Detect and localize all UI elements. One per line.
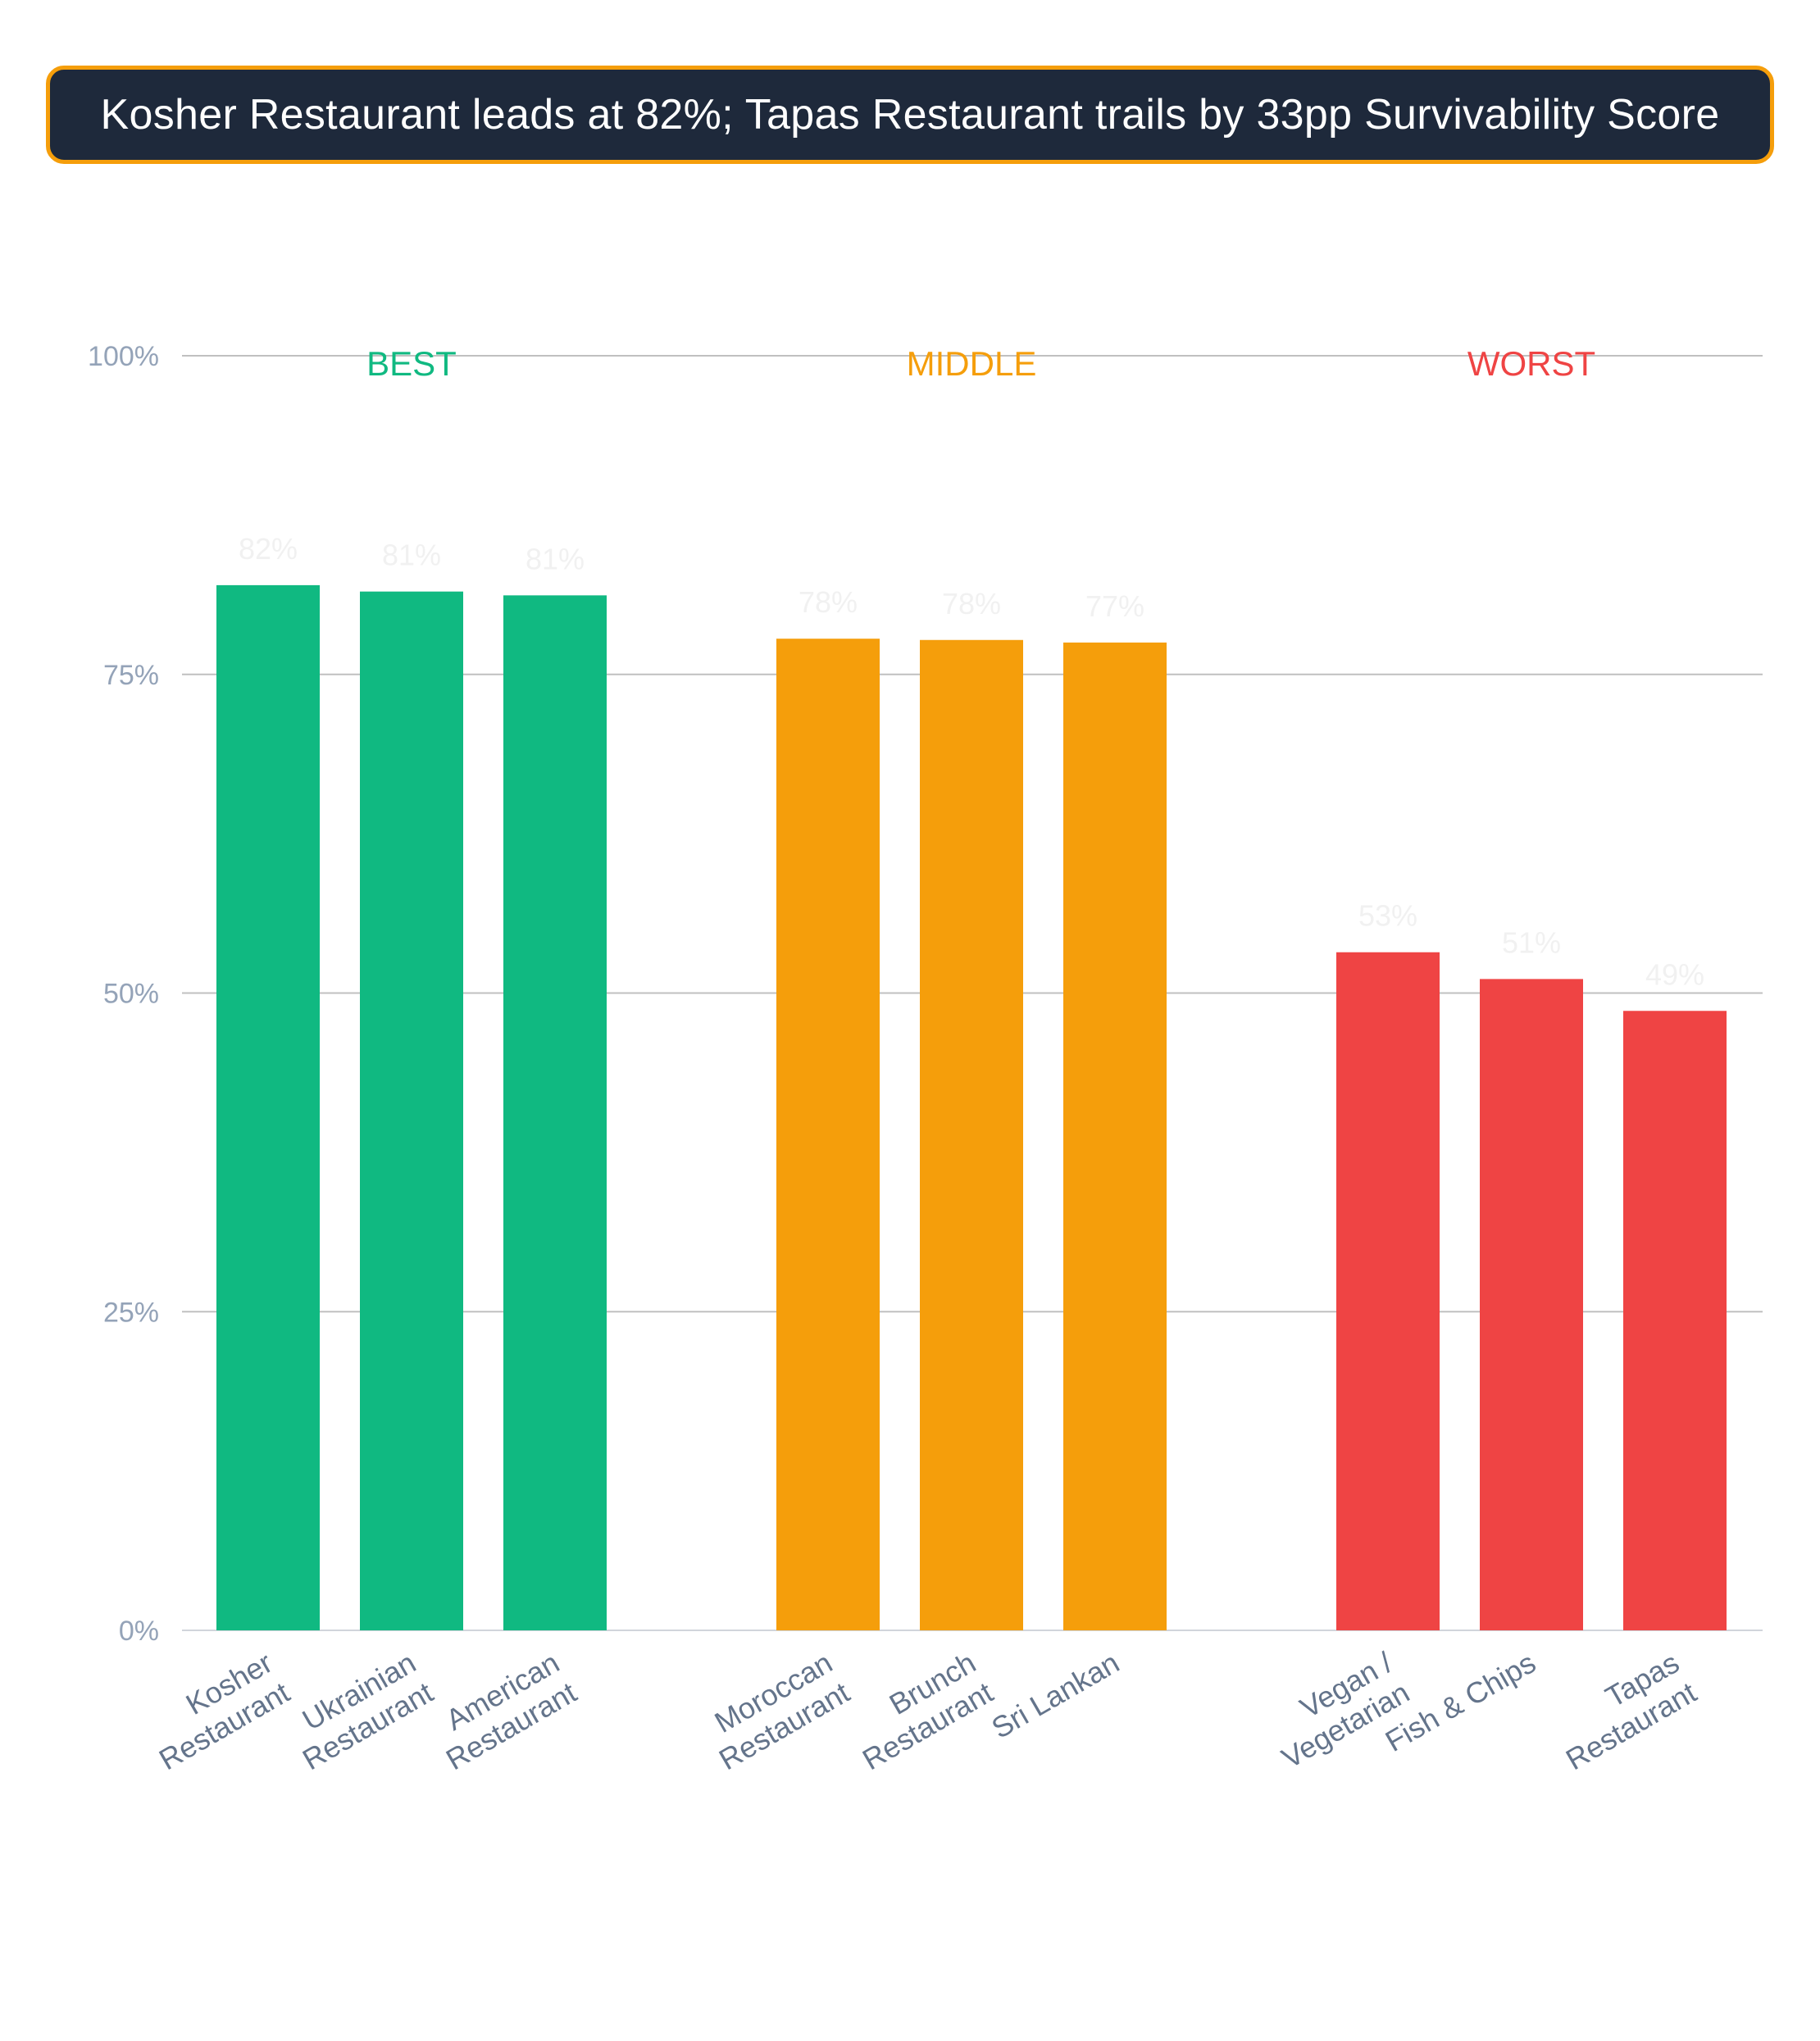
y-tick-label: 75%	[103, 660, 159, 691]
category-label: KosherRestaurant	[136, 1645, 295, 1776]
value-label: 77%	[1085, 589, 1144, 623]
bar	[216, 584, 320, 1630]
category-label: Sri Lankan	[985, 1645, 1125, 1745]
value-label: 51%	[1502, 925, 1561, 959]
group-label: MIDDLE	[907, 344, 1037, 383]
bar	[360, 591, 463, 1630]
bar	[776, 639, 880, 1631]
group-label: WORST	[1467, 344, 1595, 383]
category-label: BrunchRestaurant	[839, 1645, 999, 1776]
category-label: Vegan /Vegetarian	[1258, 1645, 1415, 1775]
bar	[920, 639, 1023, 1630]
bar	[1623, 1011, 1727, 1630]
y-tick-label: 0%	[119, 1616, 159, 1647]
y-tick-label: 50%	[103, 979, 159, 1010]
category-label: TapasRestaurant	[1543, 1645, 1702, 1776]
value-label: 82%	[239, 532, 298, 566]
chart-title: Kosher Restaurant leads at 82%; Tapas Re…	[46, 66, 1774, 164]
value-label: 49%	[1645, 957, 1704, 991]
bar	[1063, 642, 1167, 1630]
category-label: AmericanRestaurant	[423, 1645, 582, 1776]
group-label: BEST	[366, 344, 457, 383]
value-label: 81%	[526, 542, 585, 575]
value-label: 53%	[1358, 899, 1417, 933]
category-label: UkrainianRestaurant	[280, 1645, 439, 1776]
y-tick-label: 25%	[103, 1297, 159, 1328]
bar	[1336, 952, 1440, 1630]
value-label: 78%	[799, 585, 858, 619]
y-tick-label: 100%	[88, 341, 159, 372]
value-label: 81%	[382, 539, 441, 572]
value-label: 78%	[942, 587, 1001, 620]
category-label: MoroccanRestaurant	[696, 1645, 855, 1776]
bar	[503, 595, 607, 1630]
bar	[1480, 979, 1583, 1630]
